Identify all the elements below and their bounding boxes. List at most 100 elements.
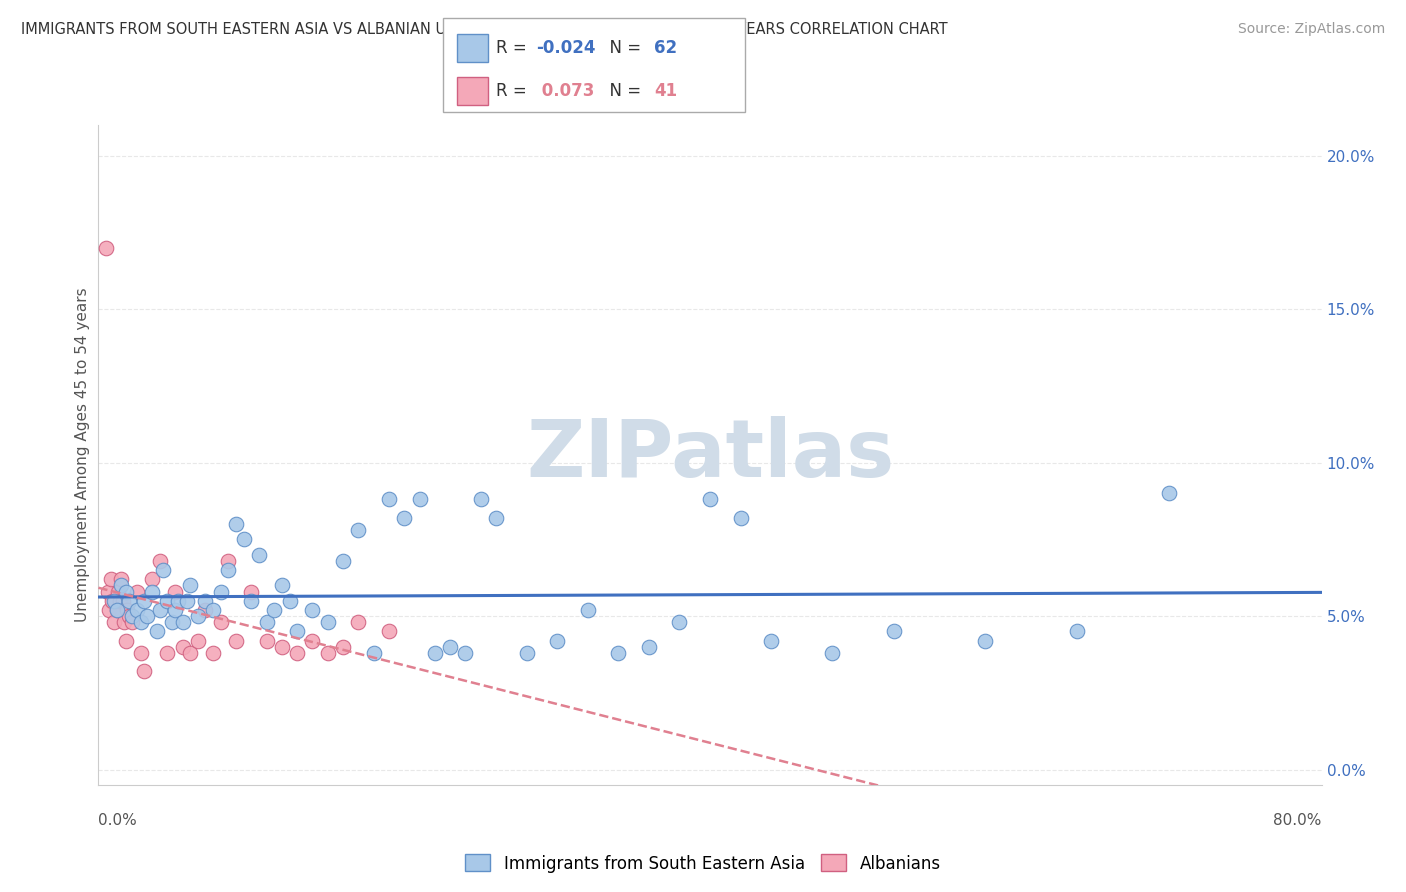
Text: ZIPatlas: ZIPatlas [526,416,894,494]
Point [668,615,690,630]
Text: IMMIGRANTS FROM SOUTH EASTERN ASIA VS ALBANIAN UNEMPLOYMENT AMONG AGES 45 TO 54 : IMMIGRANTS FROM SOUTH EASTERN ASIA VS AL… [21,22,948,37]
Point [217,563,239,577]
Point [285,646,308,660]
Point [167,593,190,607]
Point [209,615,232,630]
Point [112,615,135,630]
Point [256,633,278,648]
Point [485,511,508,525]
Point [225,516,247,531]
Point [118,593,141,607]
Point [974,633,997,648]
Point [121,615,143,630]
Point [176,593,198,607]
Point [332,554,354,568]
Text: Source: ZipAtlas.com: Source: ZipAtlas.com [1237,22,1385,37]
Text: 0.0%: 0.0% [98,814,138,828]
Point [163,603,186,617]
Point [110,578,132,592]
Point [156,646,179,660]
Point [94,241,117,255]
Point [149,554,172,568]
Point [156,593,179,607]
Legend: Immigrants from South Eastern Asia, Albanians: Immigrants from South Eastern Asia, Alba… [458,847,948,880]
Point [209,584,232,599]
Point [516,646,538,660]
Point [263,603,285,617]
Point [145,624,167,639]
Point [107,584,129,599]
Point [217,554,239,568]
Point [454,646,477,660]
Point [101,593,124,607]
Text: -0.024: -0.024 [536,39,595,57]
Point [316,646,339,660]
Point [118,609,141,624]
Point [225,633,247,648]
Point [110,572,132,586]
Point [194,593,217,607]
Point [115,584,138,599]
Point [301,603,323,617]
Point [301,633,323,648]
Point [104,593,127,607]
Point [172,640,194,654]
Point [125,584,148,599]
Point [576,603,599,617]
Point [247,548,270,562]
Point [134,665,156,679]
Point [100,572,122,586]
Y-axis label: Unemployment Among Ages 45 to 54 years: Unemployment Among Ages 45 to 54 years [75,287,90,623]
Point [883,624,905,639]
Point [378,492,401,507]
Text: N =: N = [599,82,647,100]
Point [179,578,201,592]
Point [821,646,844,660]
Point [134,593,156,607]
Point [129,615,152,630]
Point [347,523,370,537]
Point [105,603,128,617]
Point [316,615,339,630]
Text: 80.0%: 80.0% [1274,814,1322,828]
Point [240,593,263,607]
Point [278,593,301,607]
Point [347,615,370,630]
Point [607,646,630,660]
Point [98,603,121,617]
Point [270,578,294,592]
Point [179,646,201,660]
Point [637,640,661,654]
Point [240,584,263,599]
Point [117,603,139,617]
Point [408,492,430,507]
Point [103,593,125,607]
Point [285,624,308,639]
Point [187,609,209,624]
Text: R =: R = [496,82,533,100]
Point [141,572,163,586]
Point [129,646,152,660]
Point [202,646,225,660]
Point [423,646,446,660]
Point [202,603,225,617]
Point [1157,486,1180,500]
Point [232,533,254,547]
Point [103,615,125,630]
Point [730,511,752,525]
Point [378,624,401,639]
Point [108,593,131,607]
Point [270,640,294,654]
Point [546,633,568,648]
Point [256,615,278,630]
Point [121,609,143,624]
Text: 41: 41 [654,82,676,100]
Text: N =: N = [599,39,647,57]
Text: 62: 62 [654,39,676,57]
Point [470,492,492,507]
Point [761,633,783,648]
Point [136,609,159,624]
Point [332,640,354,654]
Point [363,646,385,660]
Point [163,584,186,599]
